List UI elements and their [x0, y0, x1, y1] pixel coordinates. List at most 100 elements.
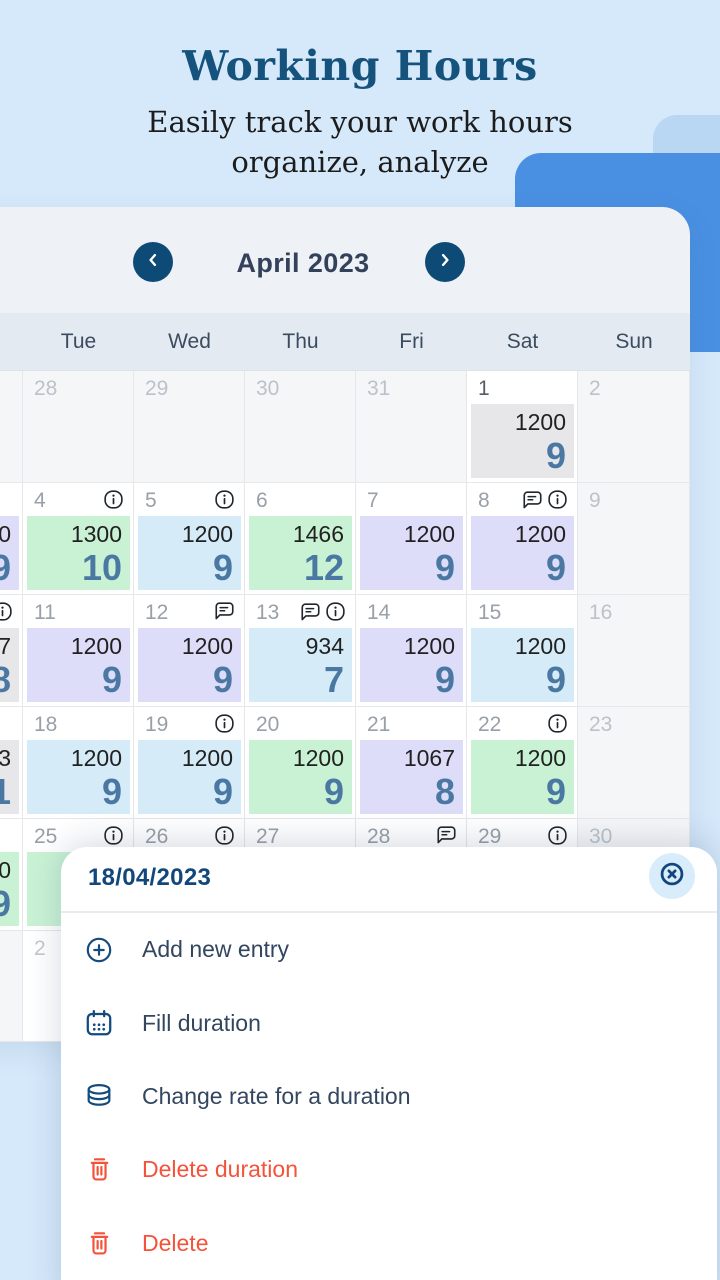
cell-date: 22: [478, 713, 502, 736]
day-hours-value: 9: [212, 771, 233, 812]
menu-item-add-new-entry[interactable]: Add new entry: [61, 913, 717, 986]
close-circle-icon: [657, 859, 687, 894]
cell-icons: [301, 602, 345, 621]
comment-icon: [437, 826, 456, 844]
cell-date: 29: [145, 377, 169, 400]
menu-item-label: Delete duration: [142, 1156, 298, 1183]
day-hours-value: 8: [0, 659, 11, 700]
info-icon: [0, 602, 12, 621]
cell-date: 31: [367, 377, 391, 400]
calendar-cell-12[interactable]: 12 1200 9: [134, 595, 245, 707]
cell-date: 2: [34, 937, 46, 960]
info-icon: [104, 826, 123, 845]
calendar-cell-14[interactable]: 14 1200 9: [356, 595, 467, 707]
menu-item-fill-duration[interactable]: Fill duration: [61, 986, 717, 1059]
cell-date: 13: [256, 601, 280, 624]
calendar-cell-18[interactable]: 18 1200 9: [23, 707, 134, 819]
calendar-cell-1[interactable]: 1 1200 9: [467, 371, 578, 483]
day-entry-badge: 1200 9: [471, 516, 574, 590]
menu-item-delete[interactable]: Delete: [61, 1207, 717, 1280]
cell-icons: [104, 490, 123, 509]
day-rate-value: 1466: [292, 521, 344, 547]
close-button[interactable]: [649, 853, 695, 899]
day-rate-value: 1200: [70, 633, 122, 659]
calendar-cell-13[interactable]: 13 934 7: [245, 595, 356, 707]
day-hours-value: 9: [212, 547, 233, 588]
day-rate-value: 1200: [70, 745, 122, 771]
calendar-cell-19[interactable]: 19 1200 9: [134, 707, 245, 819]
page-title: Working Hours: [182, 42, 538, 90]
calendar-cell-15[interactable]: 15 1200 9: [467, 595, 578, 707]
calendar-cell[interactable]: [0, 371, 23, 483]
calendar-cell-7[interactable]: 7 1200 9: [356, 483, 467, 595]
month-title: April 2023: [236, 248, 370, 278]
info-icon: [548, 714, 567, 733]
day-entry-badge: 1300 10: [27, 516, 130, 590]
calendar-cell-28[interactable]: 28: [23, 371, 134, 483]
day-hours-value: 9: [434, 547, 455, 588]
calendar-cell-11[interactable]: 11 1200 9: [23, 595, 134, 707]
day-hours-value: 7: [323, 659, 344, 700]
cell-date: 15: [478, 601, 502, 624]
day-rate-value: 1300: [70, 521, 122, 547]
menu-item-label: Fill duration: [142, 1009, 261, 1036]
day-hours-value: 9: [101, 659, 122, 700]
day-hours-value: 8: [434, 771, 455, 812]
calendar-cell-21[interactable]: 21 1067 8: [356, 707, 467, 819]
calendar-cell-16[interactable]: 16: [578, 595, 690, 707]
calendar-cell-8[interactable]: 8 1200 9: [467, 483, 578, 595]
info-icon: [215, 826, 234, 845]
day-hours-value: 9: [545, 547, 566, 588]
cell-date: 2: [589, 377, 601, 400]
calendar-cell-5[interactable]: 5 1200 9: [134, 483, 245, 595]
cell-date: 18: [34, 713, 58, 736]
day-rate-value: 1200: [292, 745, 344, 771]
menu-item-label: Delete: [142, 1229, 209, 1256]
day-hours-value: 9: [545, 659, 566, 700]
calendar-cell-2[interactable]: 2: [578, 371, 690, 483]
previous-month-button[interactable]: [133, 242, 173, 282]
calendar-icon: [84, 1008, 114, 1038]
calendar-cell[interactable]: [0, 931, 23, 1042]
calendar-cell-4[interactable]: 4 1300 10: [23, 483, 134, 595]
calendar-cell-22[interactable]: 22 1200 9: [467, 707, 578, 819]
next-month-button[interactable]: [425, 242, 465, 282]
menu-item-change-rate-for-a-duration[interactable]: Change rate for a duration: [61, 1060, 717, 1133]
calendar-grid: 28 29 30 31 1 1200 9 2 0 9 4 1300 10 5 1200 9 6 1466 12 7 12…: [0, 370, 690, 1042]
menu-item-label: Change rate for a duration: [142, 1082, 411, 1109]
cell-icons: [437, 826, 456, 844]
calendar-cell-31[interactable]: 31: [356, 371, 467, 483]
comment-icon: [523, 490, 542, 509]
day-entry-badge: 1067 8: [360, 740, 463, 814]
day-rate-value: 1200: [403, 521, 455, 547]
day-rate-value: 3: [0, 745, 11, 771]
calendar-cell-6[interactable]: 6 1466 12: [245, 483, 356, 595]
calendar-cell-29[interactable]: 29: [134, 371, 245, 483]
cell-icons: [215, 714, 234, 733]
action-menu: Add new entry Fill duration Change rate fo…: [61, 913, 717, 1280]
cell-date: 28: [34, 377, 58, 400]
cell-date: 5: [145, 489, 157, 512]
cell-date: 28: [367, 825, 391, 848]
calendar-cell-23[interactable]: 23: [578, 707, 690, 819]
calendar-cell-20[interactable]: 20 1200 9: [245, 707, 356, 819]
calendar-card: April 2023 Tue Wed Thu Fri Sat Sun 28 29 30 31 1 1…: [0, 207, 690, 1042]
cell-date: 25: [34, 825, 58, 848]
day-rate-value: 934: [305, 633, 344, 659]
info-icon: [215, 714, 234, 733]
divider: [61, 911, 717, 913]
calendar-cell-30[interactable]: 30: [245, 371, 356, 483]
day-header-hidden: [0, 313, 23, 370]
menu-item-delete-duration[interactable]: Delete duration: [61, 1133, 717, 1206]
day-rate-value: 1200: [514, 633, 566, 659]
cell-date: 9: [589, 489, 601, 512]
info-icon: [548, 490, 567, 509]
trash-icon: [84, 1228, 114, 1258]
cell-date: 19: [145, 713, 169, 736]
calendar-cell-9[interactable]: 9: [578, 483, 690, 595]
